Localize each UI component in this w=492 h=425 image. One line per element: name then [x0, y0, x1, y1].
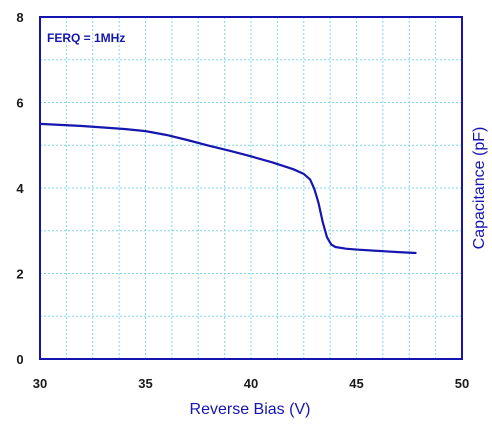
y-axis-title: Capacitance (pF): [471, 127, 488, 250]
x-tick-label: 50: [455, 376, 469, 391]
y-tick-label: 6: [16, 96, 23, 111]
annotation-ferq: FERQ = 1MHz: [47, 31, 125, 45]
x-axis-title: Reverse Bias (V): [190, 401, 311, 418]
grid: [40, 17, 462, 359]
x-tick-label: 35: [138, 376, 152, 391]
x-tick-label: 40: [244, 376, 258, 391]
y-tick-label: 8: [16, 10, 23, 25]
plot-frame: [39, 16, 463, 360]
x-tick-label: 45: [349, 376, 363, 391]
x-tick-label: 30: [33, 376, 47, 391]
series-layer: [38, 122, 417, 255]
axis-ticks: 30 35 40 45 50 0 2 4 6 8: [16, 10, 469, 391]
series-line-0: [38, 122, 417, 255]
y-tick-label: 2: [16, 267, 23, 282]
y-tick-label: 4: [16, 181, 24, 196]
y-tick-label: 0: [16, 352, 23, 367]
